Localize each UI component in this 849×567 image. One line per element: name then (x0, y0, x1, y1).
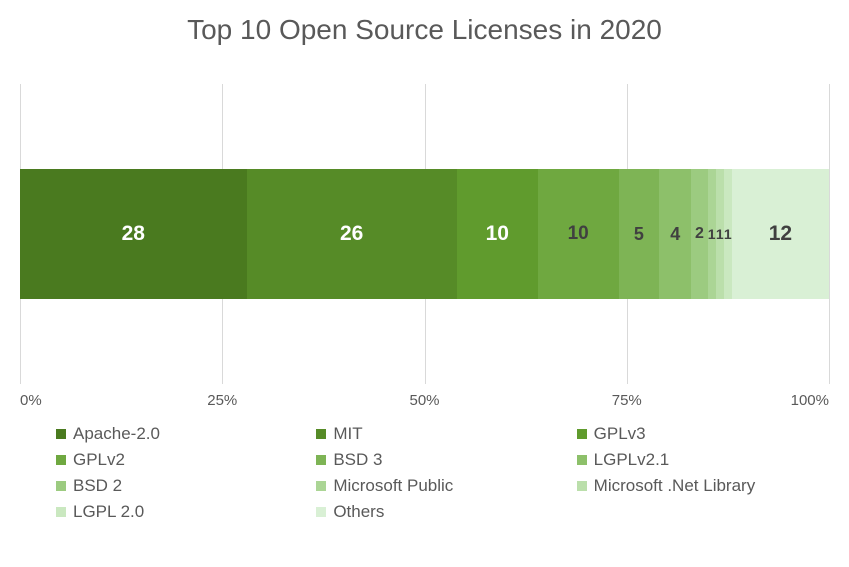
legend-swatch (316, 507, 326, 517)
legend-swatch (577, 481, 587, 491)
x-tick-label: 100% (791, 392, 829, 409)
legend-item: GPLv3 (577, 424, 829, 444)
legend-item: LGPLv2.1 (577, 450, 829, 470)
x-axis: 0% 25% 50% 75% 100% (20, 392, 829, 412)
bar-segment-label: 10 (486, 222, 509, 246)
chart-title: Top 10 Open Source Licenses in 2020 (0, 0, 849, 56)
legend-label: GPLv2 (73, 450, 125, 470)
legend-item: GPLv2 (56, 450, 308, 470)
legend-swatch (316, 481, 326, 491)
legend-swatch (56, 481, 66, 491)
legend-swatch (316, 455, 326, 465)
bar-segment-label: 12 (769, 222, 792, 246)
bar-segment: 1 (724, 169, 732, 299)
legend-item: Others (316, 502, 568, 522)
bar-segment: 5 (619, 169, 659, 299)
legend-item: Microsoft .Net Library (577, 476, 829, 496)
bar-segment-label: 1 (716, 226, 724, 242)
legend-label: LGPLv2.1 (594, 450, 670, 470)
legend-label: BSD 2 (73, 476, 122, 496)
bar-segment-label: 28 (122, 222, 145, 246)
bar-segment-label: 1 (724, 226, 732, 242)
x-tick-label: 0% (20, 392, 42, 409)
x-tick-label: 50% (409, 392, 439, 409)
bar-segment-label: 10 (568, 223, 589, 245)
legend-label: MIT (333, 424, 362, 444)
bar-segment: 1 (716, 169, 724, 299)
bar-segment: 10 (457, 169, 538, 299)
bar-segment: 2 (691, 169, 707, 299)
legend-label: Microsoft Public (333, 476, 453, 496)
legend-swatch (56, 455, 66, 465)
bar-segment-label: 2 (695, 225, 704, 243)
legend-item: LGPL 2.0 (56, 502, 308, 522)
legend-item: Apache-2.0 (56, 424, 308, 444)
bar-segment: 28 (20, 169, 247, 299)
legend: Apache-2.0 MIT GPLv3 GPLv2 BSD 3 LGPLv2.1 BSD … (56, 424, 829, 522)
legend-item: BSD 3 (316, 450, 568, 470)
bar-segment: 4 (659, 169, 691, 299)
bar-segment-label: 1 (708, 226, 716, 242)
bar-segment: 10 (538, 169, 619, 299)
stacked-bar: 2826101054211112 (20, 169, 829, 299)
bar-segment-label: 5 (634, 224, 644, 245)
legend-swatch (56, 429, 66, 439)
x-tick-label: 25% (207, 392, 237, 409)
bar-segment: 1 (708, 169, 716, 299)
bar-segment: 26 (247, 169, 457, 299)
legend-label: Apache-2.0 (73, 424, 160, 444)
legend-item: Microsoft Public (316, 476, 568, 496)
bar-segment-label: 26 (340, 222, 363, 246)
legend-item: BSD 2 (56, 476, 308, 496)
legend-item: MIT (316, 424, 568, 444)
bar-segment-label: 4 (670, 224, 680, 245)
legend-label: BSD 3 (333, 450, 382, 470)
legend-label: GPLv3 (594, 424, 646, 444)
legend-label: Microsoft .Net Library (594, 476, 756, 496)
legend-label: LGPL 2.0 (73, 502, 144, 522)
plot-area: 2826101054211112 (20, 84, 829, 384)
gridline (829, 84, 830, 384)
legend-swatch (56, 507, 66, 517)
x-tick-label: 75% (612, 392, 642, 409)
legend-swatch (316, 429, 326, 439)
legend-label: Others (333, 502, 384, 522)
bar-segment: 12 (732, 169, 829, 299)
legend-swatch (577, 429, 587, 439)
legend-swatch (577, 455, 587, 465)
